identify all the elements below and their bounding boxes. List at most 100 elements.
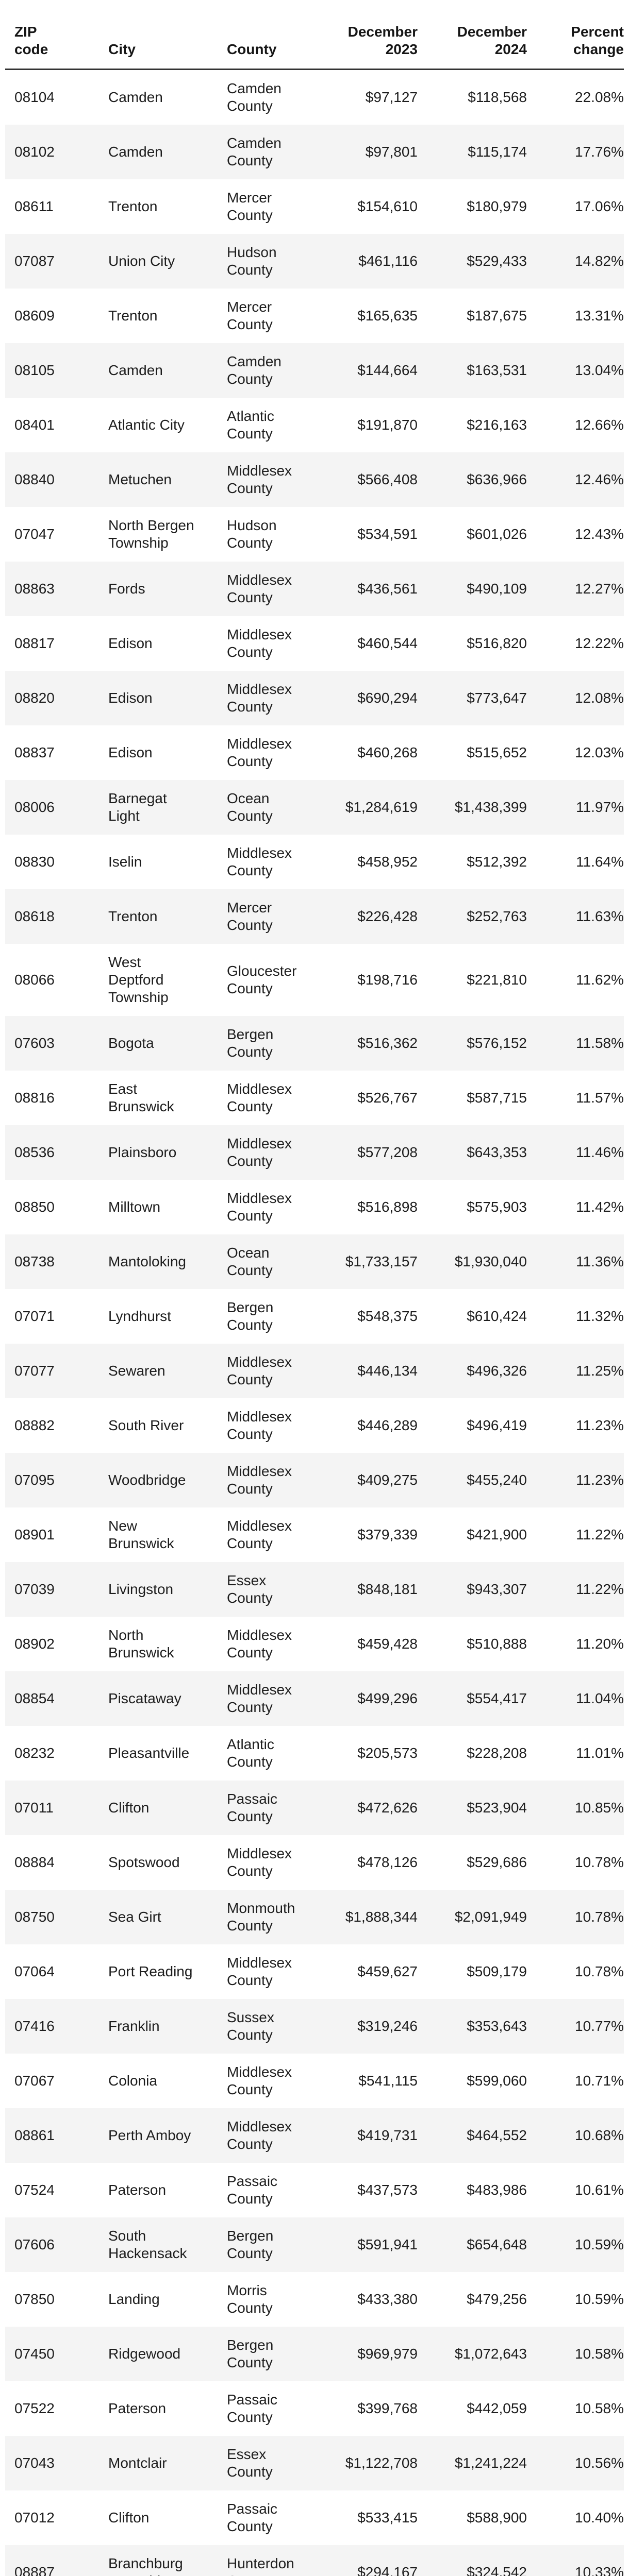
county-text: Mercer County [227, 900, 273, 933]
percent-change-cell: 11.36% [576, 1253, 624, 1269]
county-text: Middlesex County [227, 1409, 292, 1442]
county-text: Mercer County [227, 190, 273, 223]
percent-change-cell: 10.58% [575, 2400, 624, 2416]
city-text: Camden [108, 89, 163, 105]
county-text: Essex County [227, 1572, 273, 1606]
city-cell: Trenton [108, 289, 227, 343]
county-cell: Bergen County [227, 2327, 304, 2381]
county-text: Hudson County [227, 244, 277, 278]
table-row: 08750 Sea Girt Monmouth County $1,888,344 $2… [5, 1890, 624, 1944]
city-cell: Lyndhurst [108, 1289, 227, 1344]
county-cell: Middlesex County [227, 616, 304, 671]
dec-2024-cell: $636,966 [467, 471, 527, 487]
dec-2023-cell: $446,289 [357, 1417, 418, 1433]
zip-price-table: ZIP code City County December 2023 Decem… [5, 0, 624, 2576]
county-cell: Bergen County [227, 1289, 304, 1344]
dec-2023-cell: $566,408 [357, 471, 418, 487]
percent-change-cell: 10.56% [575, 2455, 624, 2471]
dec-2023-cell: $591,941 [357, 2236, 418, 2252]
county-text: Middlesex County [227, 2119, 292, 2152]
county-text: Middlesex County [227, 2064, 292, 2097]
city-text: Piscataway [108, 1690, 181, 1706]
percent-change-cell: 10.78% [575, 1854, 624, 1870]
table-row: 08816 East Brunswick Middlesex County $526,… [5, 1071, 624, 1125]
city-cell: Paterson [108, 2163, 227, 2217]
percent-change-cell: 10.33% [575, 2564, 624, 2576]
zip-cell: 08401 [14, 417, 55, 433]
city-text: Woodbridge [108, 1472, 186, 1488]
county-cell: Middlesex County [227, 1398, 304, 1453]
dec-2024-cell: $1,930,040 [454, 1253, 527, 1269]
table-row: 08066 West Deptford Township Gloucester Co… [5, 944, 624, 1016]
percent-change-cell: 11.23% [576, 1417, 624, 1433]
county-cell: Middlesex County [227, 1507, 304, 1562]
table-row: 07071 Lyndhurst Bergen County $548,375 $610,… [5, 1289, 624, 1344]
county-text: Middlesex County [227, 572, 292, 605]
county-text: Atlantic County [227, 1736, 274, 1770]
percent-change-cell: 10.71% [575, 2073, 624, 2089]
county-cell: Middlesex County [227, 2054, 304, 2108]
city-cell: Edison [108, 725, 227, 780]
zip-cell: 08820 [14, 690, 55, 706]
table-row: 07603 Bogota Bergen County $516,362 $576,152… [5, 1016, 624, 1071]
county-text: Middlesex County [227, 1627, 292, 1660]
city-cell: Colonia [108, 2054, 227, 2108]
col-header-county: County [227, 0, 304, 70]
dec-2023-cell: $460,268 [357, 744, 418, 760]
table-row: 08738 Mantoloking Ocean County $1,733,157 $1… [5, 1234, 624, 1289]
dec-2023-cell: $472,626 [357, 1800, 418, 1816]
dec-2024-cell: $510,888 [467, 1636, 527, 1652]
dec-2023-cell: $1,284,619 [345, 799, 418, 815]
city-text: Edison [108, 744, 153, 760]
table-row: 08104 Camden Camden County $97,127 $118,568 2… [5, 70, 624, 125]
zip-cell: 08536 [14, 1144, 55, 1160]
county-cell: Middlesex County [227, 1671, 304, 1726]
city-cell: Mantoloking [108, 1234, 227, 1289]
city-cell: Clifton [108, 2490, 227, 2545]
table-row: 08609 Trenton Mercer County $165,635 $187,67… [5, 289, 624, 343]
dec-2023-cell: $419,731 [357, 2127, 418, 2143]
zip-cell: 07039 [14, 1581, 55, 1597]
dec-2024-cell: $353,643 [467, 2018, 527, 2034]
city-cell: Iselin [108, 835, 227, 889]
percent-change-cell: 10.59% [575, 2236, 624, 2252]
city-text: Edison [108, 635, 153, 651]
table-row: 08611 Trenton Mercer County $154,610 $180,97… [5, 179, 624, 234]
percent-change-cell: 11.46% [576, 1144, 624, 1160]
county-cell: Monmouth County [227, 1890, 304, 1944]
city-cell: Landing [108, 2272, 227, 2327]
percent-change-cell: 11.01% [576, 1745, 624, 1761]
city-cell: North Bergen Township [108, 507, 227, 562]
city-cell: New Brunswick [108, 1507, 227, 1562]
table-row: 07850 Landing Morris County $433,380 $479,25… [5, 2272, 624, 2327]
county-text: Middlesex County [227, 681, 292, 715]
county-text: Middlesex County [227, 1463, 292, 1497]
county-text: Ocean County [227, 1245, 273, 1278]
county-cell: Mercer County [227, 289, 304, 343]
table-row: 08830 Iselin Middlesex County $458,952 $512,… [5, 835, 624, 889]
dec-2023-cell: $577,208 [357, 1144, 418, 1160]
city-text: Camden [108, 144, 163, 160]
zip-cell: 08863 [14, 581, 55, 597]
county-cell: Middlesex County [227, 2108, 304, 2163]
zip-cell: 07077 [14, 1363, 55, 1379]
city-text: Livingston [108, 1581, 174, 1597]
dec-2024-cell: $464,552 [467, 2127, 527, 2143]
dec-2023-cell: $541,115 [358, 2073, 418, 2089]
zip-cell: 08105 [14, 362, 55, 378]
county-cell: Camden County [227, 343, 304, 398]
city-text: Trenton [108, 908, 158, 924]
percent-change-cell: 12.08% [575, 690, 624, 706]
dec-2023-cell: $379,339 [357, 1527, 418, 1543]
city-text: North Brunswick [108, 1627, 174, 1660]
zip-cell: 07450 [14, 2346, 55, 2362]
city-cell: North Brunswick [108, 1617, 227, 1671]
zip-cell: 08837 [14, 744, 55, 760]
percent-change-cell: 11.57% [576, 1090, 624, 1106]
table-row: 08863 Fords Middlesex County $436,561 $490,1… [5, 562, 624, 616]
dec-2023-cell: $516,898 [357, 1199, 418, 1215]
zip-cell: 07416 [14, 2018, 55, 2034]
dec-2024-cell: $228,208 [467, 1745, 527, 1761]
zip-cell: 07606 [14, 2236, 55, 2252]
county-cell: Ocean County [227, 1234, 304, 1289]
